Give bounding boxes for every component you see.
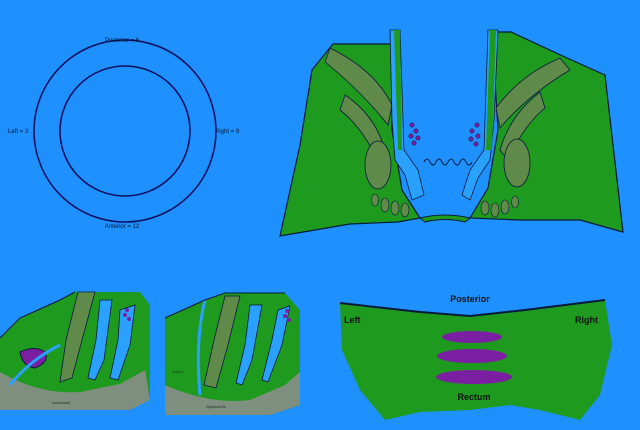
rectum-lesion-panel: Posterior Left Right Rectum xyxy=(339,294,612,420)
ischioanal-skin xyxy=(0,370,150,410)
ischioanal-outline xyxy=(0,291,76,339)
left-external-sphincter xyxy=(364,140,392,190)
rectum-lesion-1 xyxy=(442,331,502,343)
ischioanal-fistula-panel: Ischioanal xyxy=(0,291,150,410)
supra-canal-2 xyxy=(261,305,291,383)
outer-ring xyxy=(33,39,217,223)
inner-ring xyxy=(59,65,191,197)
supra-canal xyxy=(235,304,263,386)
ischioanal-glands xyxy=(123,308,131,321)
right-tissue-mass xyxy=(468,31,624,233)
supra-label-bottom: Sphincteric xyxy=(206,404,226,409)
left-subcutaneous-sphincter xyxy=(371,193,410,218)
ischioanal-canal xyxy=(87,299,113,381)
supra-label-left: Supra xyxy=(172,369,183,374)
rectum-label-bottom: Rectum xyxy=(457,392,490,402)
clock-label-right: Right = 9 xyxy=(215,129,240,135)
clock-label-bottom: Anterior = 12 xyxy=(105,224,140,230)
right-anal-glands xyxy=(468,122,481,147)
dentate-line xyxy=(423,158,473,166)
rectum-label-right: Right xyxy=(575,315,598,325)
rectum-label-posterior: Posterior xyxy=(450,294,490,304)
rectum-lesion-2 xyxy=(437,349,507,363)
left-internal-sphincter xyxy=(394,30,402,150)
rectum-posterior-wall xyxy=(339,299,606,318)
supra-glands xyxy=(283,309,291,322)
right-levator-muscle xyxy=(495,57,571,129)
right-internal-sphincter xyxy=(486,30,496,150)
right-subcutaneous-sphincter xyxy=(480,195,519,218)
rectum-lesion-3 xyxy=(436,370,512,384)
clock-label-left: Left = 3 xyxy=(8,129,29,135)
ischioanal-abscess xyxy=(19,348,47,369)
left-levator-muscle xyxy=(324,47,393,126)
ischioanal-sphincter-band xyxy=(59,291,96,383)
ischioanal-fistula-tract xyxy=(8,343,61,386)
anal-canal-coronal-section xyxy=(279,29,624,237)
clock-label-top: Posterior = 6 xyxy=(105,38,140,44)
ischioanal-label: Ischioanal xyxy=(52,400,70,405)
supra-fistula-tract xyxy=(196,299,207,396)
left-anal-glands xyxy=(408,122,421,146)
right-external-sphincter xyxy=(503,138,531,188)
supra-sphincter-band xyxy=(203,295,241,389)
supra-outline xyxy=(164,292,285,319)
clock-ring-diagram: Posterior = 6 Left = 3 Right = 9 Anterio… xyxy=(8,38,240,230)
rectum-label-left: Left xyxy=(344,315,361,325)
ischioanal-canal-2 xyxy=(109,304,136,381)
suprasphincteric-fistula-panel: Supra Sphincteric xyxy=(164,292,300,415)
supra-skin xyxy=(165,372,300,415)
anal-verge xyxy=(418,214,472,223)
